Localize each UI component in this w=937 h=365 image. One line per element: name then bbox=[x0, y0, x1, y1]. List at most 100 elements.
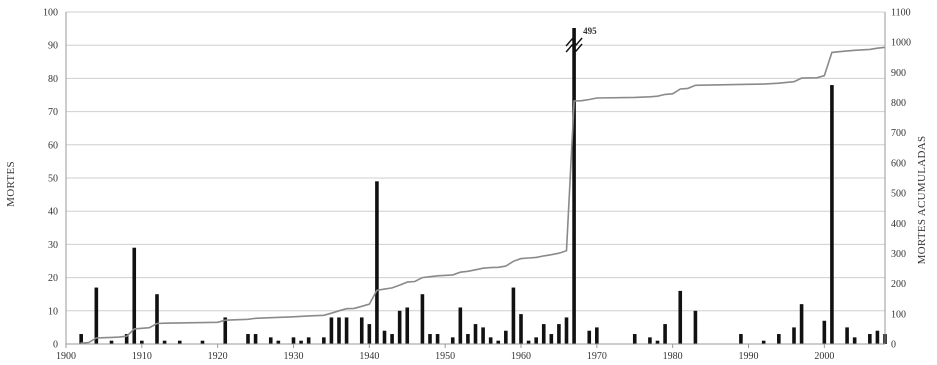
left-axis-title: MORTES bbox=[5, 161, 17, 207]
y-tick-label: 60 bbox=[48, 140, 58, 151]
bar-1958 bbox=[504, 330, 508, 344]
bar-1964 bbox=[549, 334, 554, 344]
y-tick-label: 100 bbox=[43, 8, 58, 19]
y2-tick-label: 300 bbox=[891, 249, 906, 260]
bar-1992 bbox=[761, 340, 766, 344]
x-tick-label: 1950 bbox=[435, 351, 455, 362]
y2-tick-label: 200 bbox=[891, 279, 906, 290]
bar-1949 bbox=[435, 334, 440, 344]
bar-1928 bbox=[276, 340, 281, 344]
bar-1963 bbox=[541, 324, 546, 344]
bar-1934 bbox=[322, 337, 326, 344]
bar-1918 bbox=[200, 340, 205, 344]
bar-1935 bbox=[329, 317, 334, 344]
bar-1924 bbox=[246, 334, 250, 344]
bar-1989 bbox=[739, 334, 743, 344]
bar-1906 bbox=[109, 340, 114, 344]
bar-1978 bbox=[655, 340, 660, 344]
y-tick-label: 30 bbox=[48, 240, 58, 251]
cumulative-deaths-line bbox=[80, 46, 886, 344]
bar-1977 bbox=[648, 337, 652, 344]
x-tick-label: 1900 bbox=[56, 351, 76, 362]
y2-tick-label: 400 bbox=[891, 219, 906, 230]
break-zigzag-upper bbox=[565, 37, 583, 47]
x-tick-label: 1970 bbox=[587, 351, 607, 362]
bar-1951 bbox=[450, 337, 455, 344]
y-tick-label: 50 bbox=[48, 174, 58, 185]
bar-1941 bbox=[375, 181, 379, 344]
y2-tick-label: 800 bbox=[891, 98, 906, 109]
bar-1965 bbox=[557, 324, 561, 344]
bar-1981 bbox=[678, 290, 683, 344]
y2-tick-label: 0 bbox=[891, 340, 896, 351]
bar-1904 bbox=[94, 287, 99, 344]
bar-1932 bbox=[306, 337, 311, 344]
bar-1912 bbox=[155, 294, 159, 344]
bar-1944 bbox=[397, 310, 402, 344]
bar-1960 bbox=[519, 314, 523, 344]
bar-1947 bbox=[420, 294, 425, 344]
bar-1969 bbox=[587, 330, 592, 344]
bar-1962 bbox=[534, 337, 538, 344]
y2-tick-label: 100 bbox=[891, 309, 906, 320]
y-tick-label: 70 bbox=[48, 107, 58, 118]
bar-2000 bbox=[822, 320, 827, 344]
bar-1942 bbox=[382, 330, 387, 344]
x-tick-label: 1930 bbox=[284, 351, 304, 362]
bar-1975 bbox=[632, 334, 637, 344]
x-tick-label: 1980 bbox=[663, 351, 683, 362]
bar-1940 bbox=[367, 324, 372, 344]
bar-1927 bbox=[268, 337, 273, 344]
gridlines bbox=[66, 11, 885, 312]
bar-1930 bbox=[291, 337, 296, 344]
tick-labels: 0102030405060708090100010020030040050060… bbox=[43, 8, 911, 363]
y-tick-label: 10 bbox=[48, 306, 58, 317]
bar-1908 bbox=[124, 334, 129, 344]
bar-1909 bbox=[132, 247, 137, 344]
bar-2007 bbox=[875, 330, 880, 344]
bar-1959 bbox=[511, 287, 516, 344]
bar-1913 bbox=[162, 340, 167, 344]
bar-1943 bbox=[390, 334, 394, 344]
bar-1970 bbox=[595, 327, 599, 344]
bar-1983 bbox=[693, 310, 698, 344]
y2-tick-label: 1000 bbox=[891, 38, 911, 49]
bar-1957 bbox=[496, 340, 501, 344]
y-tick-label: 80 bbox=[48, 74, 58, 85]
bar-1931 bbox=[299, 340, 303, 344]
bar-1902 bbox=[79, 334, 83, 344]
cumulative-line-series bbox=[80, 46, 886, 344]
y2-tick-label: 900 bbox=[891, 68, 906, 79]
bar-1921 bbox=[223, 317, 228, 344]
bar-1915 bbox=[177, 340, 182, 344]
y-tick-label: 90 bbox=[48, 41, 58, 52]
bar-1956 bbox=[488, 337, 493, 344]
bar-1961 bbox=[526, 340, 531, 344]
x-tick-label: 1910 bbox=[132, 351, 152, 362]
bar-2003 bbox=[845, 327, 849, 344]
x-tick-label: 1940 bbox=[359, 351, 379, 362]
y-tick-label: 40 bbox=[48, 207, 58, 218]
bar-1925 bbox=[253, 334, 258, 344]
bar-1952 bbox=[458, 307, 463, 344]
y2-tick-label: 700 bbox=[891, 128, 906, 139]
bar-2001 bbox=[830, 85, 834, 344]
bar-1948 bbox=[428, 334, 432, 344]
y-tick-label: 0 bbox=[53, 340, 58, 351]
bar-1954 bbox=[473, 324, 478, 344]
bar-1953 bbox=[466, 334, 470, 344]
y2-tick-label: 500 bbox=[891, 189, 906, 200]
y2-tick-label: 600 bbox=[891, 158, 906, 169]
bar-1939 bbox=[359, 317, 364, 344]
bar-1997 bbox=[799, 304, 804, 344]
y-tick-label: 20 bbox=[48, 273, 58, 284]
bar-1966 bbox=[564, 317, 569, 344]
bar-1936 bbox=[337, 317, 341, 344]
x-tick-label: 1990 bbox=[739, 351, 759, 362]
x-tick-label: 1960 bbox=[511, 351, 531, 362]
bar-1967 bbox=[572, 28, 576, 344]
right-axis-title: MORTES ACUMULADAS bbox=[916, 136, 928, 265]
bar-series bbox=[79, 28, 887, 344]
bar-1994 bbox=[777, 334, 781, 344]
